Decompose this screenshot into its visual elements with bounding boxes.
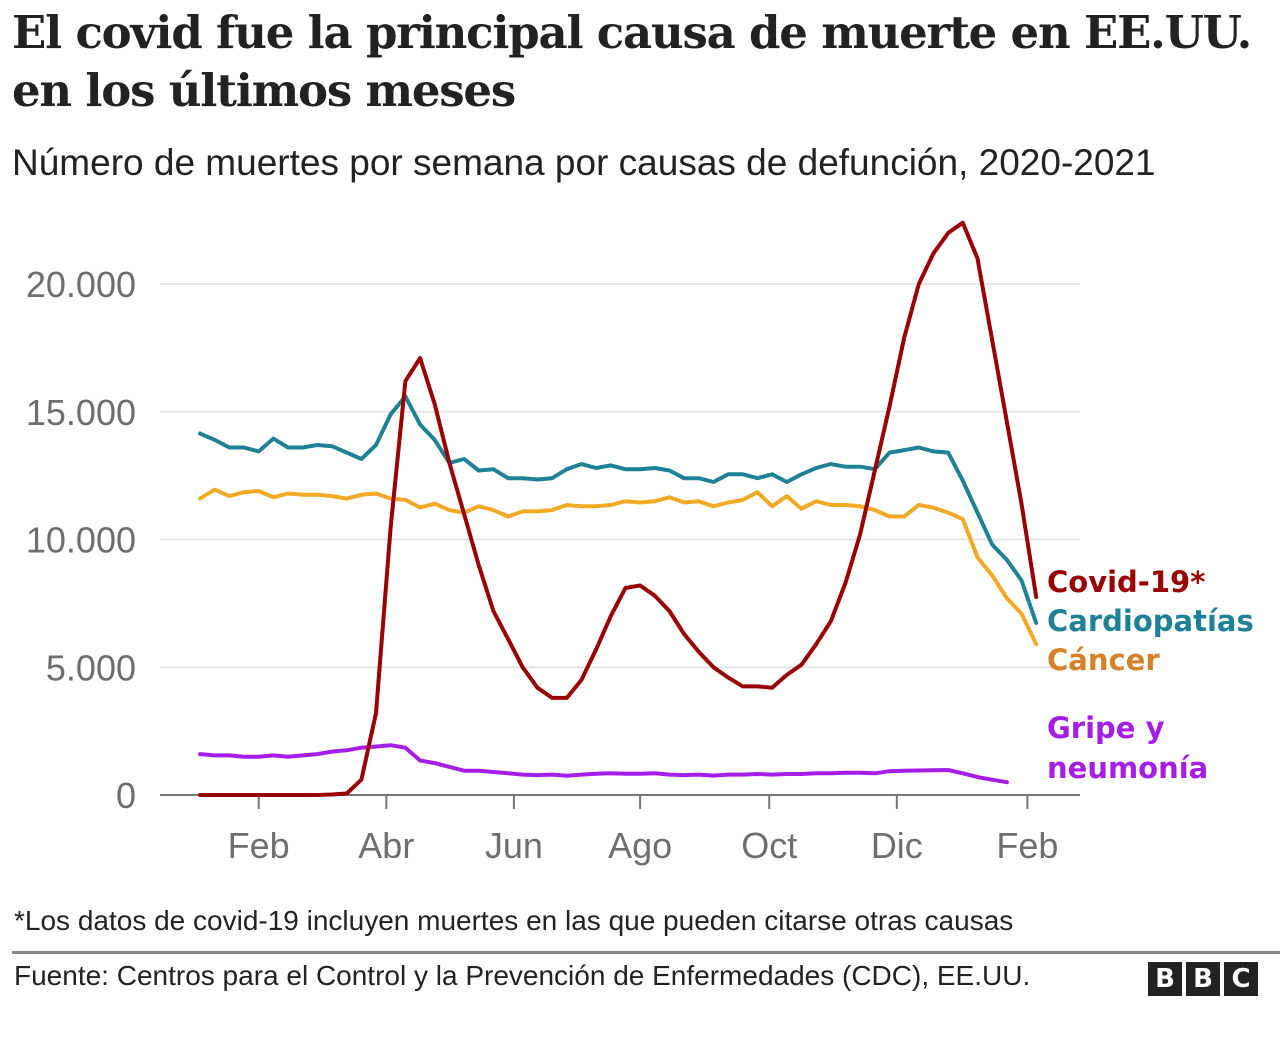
series-lines	[198, 220, 1039, 797]
series-line-covid-19	[198, 220, 1039, 797]
series-line-gripe-y-neumon-a	[198, 743, 1009, 785]
x-axis: Feb Abr Jun Ago Oct Dic Feb	[160, 794, 1080, 866]
gridlines	[160, 283, 1080, 669]
line-chart: 0 5.000 10.000 15.000 20.000 Feb Abr Jun Ago Oct…	[26, 220, 1254, 866]
series-label: neumonía	[1047, 751, 1208, 785]
series-line-c-ncer	[198, 487, 1039, 647]
footnote: *Los datos de covid-19 incluyen muertes …	[14, 905, 1014, 936]
y-tick-label: 5.000	[46, 647, 136, 688]
y-tick-label: 10.000	[26, 520, 136, 561]
footer-divider	[12, 951, 1280, 954]
series-label: Cáncer	[1047, 643, 1160, 677]
series-label: Covid-19*	[1047, 565, 1205, 599]
bbc-logo-letter: B	[1148, 962, 1182, 996]
x-tick-label: Oct	[741, 825, 797, 866]
series-label: Gripe y	[1047, 711, 1165, 745]
y-axis-ticks: 0 5.000 10.000 15.000 20.000	[26, 264, 136, 816]
y-tick-label: 20.000	[26, 264, 136, 305]
chart-subtitle: Número de muertes por semana por causas …	[12, 142, 1156, 183]
y-tick-label: 15.000	[26, 392, 136, 433]
x-tick-label: Abr	[358, 825, 414, 866]
bbc-logo-letter: C	[1224, 962, 1258, 996]
x-tick-label: Jun	[485, 825, 543, 866]
chart-title: El covid fue la principal causa de muert…	[12, 6, 1252, 117]
series-line-cardiopat-as	[198, 394, 1039, 625]
bbc-logo-letter: B	[1186, 962, 1220, 996]
x-tick-label: Feb	[228, 825, 290, 866]
bbc-logo: B B C	[1148, 962, 1258, 996]
x-tick-label: Feb	[996, 825, 1058, 866]
x-tick-label: Ago	[608, 825, 672, 866]
x-tick-label: Dic	[871, 825, 923, 866]
source-text: Fuente: Centros para el Control y la Pre…	[14, 960, 1031, 991]
y-tick-label: 0	[116, 775, 136, 816]
series-labels: Covid-19* Cardiopatías Cáncer Gripe y neumon…	[1047, 565, 1254, 785]
series-label: Cardiopatías	[1047, 604, 1254, 638]
